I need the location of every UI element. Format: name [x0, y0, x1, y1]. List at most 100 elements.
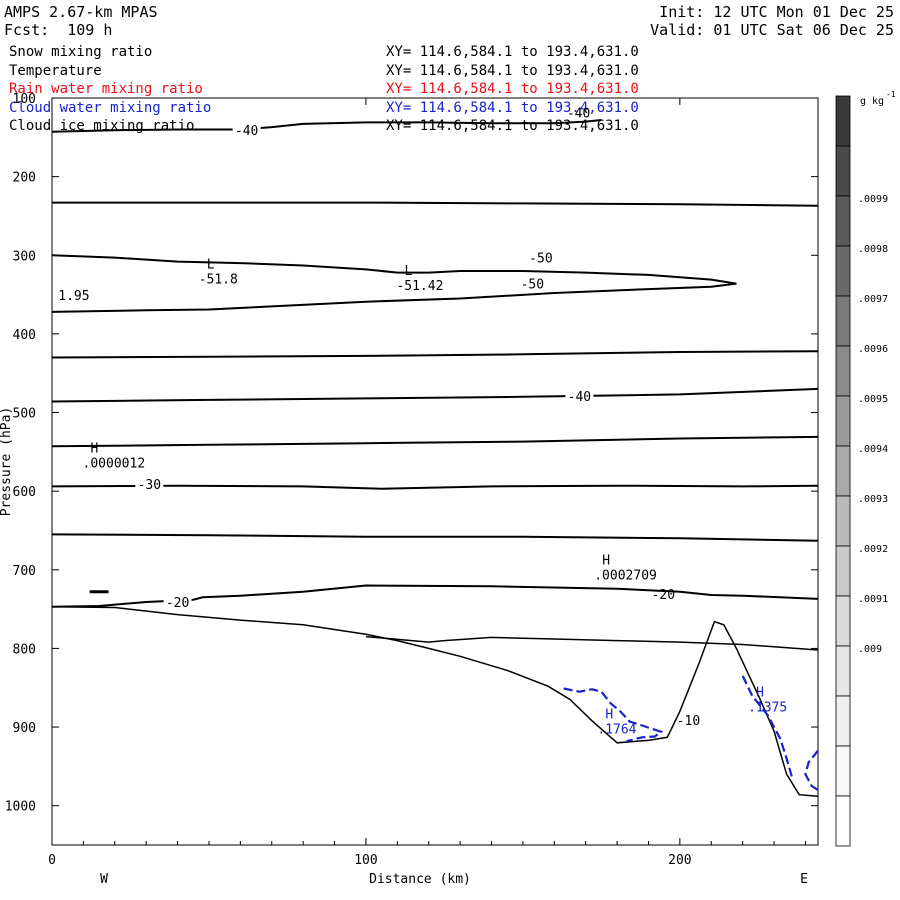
extremum-value: -51.42 [396, 279, 443, 294]
y-tick-label: 300 [13, 249, 36, 264]
layer-name: Rain water mixing ratio [9, 81, 203, 97]
y-tick-label: 700 [13, 564, 36, 579]
contour-label-bg [135, 476, 164, 491]
colorbar-segment [835, 145, 851, 197]
contour-edge-label: 1.95 [58, 289, 89, 304]
colorbar-segment [835, 795, 851, 847]
colorbar-label: .0097 [858, 294, 888, 305]
colorbar-segment [835, 245, 851, 297]
temperature-contour [51, 435, 819, 448]
layer-xy-range: XY= 114.6,584.1 to 193.4,631.0 [386, 81, 639, 97]
y-tick-label: 200 [13, 171, 36, 186]
forecast-hour: Fcst: 109 h [4, 21, 112, 39]
x-endpoint-west: W [100, 872, 108, 887]
colorbar-label: .009 [858, 644, 882, 655]
contour-label-bg [518, 276, 547, 291]
temperature-contour [52, 201, 819, 207]
forecast-value: 109 h [67, 21, 113, 39]
model-title: AMPS 2.67-km MPAS [4, 3, 158, 21]
contour-edge-label: -20 [652, 588, 675, 603]
colorbar-segment [835, 95, 851, 147]
colorbar-segment [835, 645, 851, 697]
temperature-contour [51, 584, 819, 608]
colorbar-segment [835, 395, 851, 447]
y-tick-label: 500 [13, 407, 36, 422]
contour-label: -40 [568, 390, 591, 405]
contour-label-bg [163, 594, 192, 609]
extremum-marker: H [756, 685, 764, 700]
terrain-secondary-line [365, 635, 819, 651]
temperature-contour [51, 254, 737, 313]
colorbar-segment [835, 695, 851, 747]
layer-xy-range: XY= 114.6,584.1 to 193.4,631.0 [386, 44, 639, 60]
colorbar-label: .0091 [858, 594, 888, 605]
layer-name: Snow mixing ratio [9, 44, 153, 60]
x-axis-label: Distance (km) [369, 872, 471, 887]
layer-xy-range: XY= 114.6,584.1 to 193.4,631.0 [386, 99, 639, 116]
x-tick-label: 200 [668, 853, 691, 868]
colorbar-unit-exponent: -1 [886, 90, 896, 99]
extremum-value: .0002709 [594, 568, 657, 583]
extremum-marker: H [91, 442, 99, 457]
contour-edge-label: -10 [677, 714, 700, 729]
contour-label: -40 [235, 124, 258, 139]
colorbar-label: .0094 [858, 444, 888, 455]
extremum-marker: H [605, 707, 613, 722]
forecast-label: Fcst: [4, 21, 50, 39]
temperature-contour [51, 533, 819, 542]
layer-name: Cloud water mixing ratio [9, 99, 212, 116]
contour-edge-label: -40 [567, 107, 590, 122]
extremum-value: .0000012 [83, 457, 146, 472]
x-tick-label: 100 [354, 853, 377, 868]
y-axis-label: Pressure (hPa) [0, 407, 14, 517]
colorbar-segment [835, 595, 851, 647]
colorbar-label: .0092 [858, 544, 888, 555]
colorbar-segment [835, 545, 851, 597]
extremum-value: .1375 [748, 700, 787, 715]
x-tick-label: 0 [48, 853, 56, 868]
y-tick-label: 800 [13, 642, 36, 657]
extremum-value: .1764 [597, 722, 636, 737]
extremum-marker: H [602, 553, 610, 568]
colorbar-segment [835, 745, 851, 797]
y-tick-label: 1000 [5, 800, 36, 815]
y-tick-label: 100 [13, 92, 36, 107]
colorbar-segment [835, 345, 851, 397]
cloud-water-contour [804, 749, 819, 791]
colorbar-segment [835, 295, 851, 347]
colorbar-label: .0098 [858, 244, 888, 255]
contour-label-bg [565, 388, 594, 403]
temperature-contour [51, 119, 602, 133]
colorbar-unit: g kg [860, 96, 884, 107]
temperature-contour [51, 350, 819, 359]
colorbar-label: .0095 [858, 394, 888, 405]
extremum-value: -51.8 [199, 273, 238, 288]
extremum-marker: L [207, 258, 215, 273]
colorbar-segment [835, 195, 851, 247]
cloud-water-contour [741, 675, 794, 781]
x-endpoint-east: E [800, 872, 808, 887]
contour-label: -50 [521, 277, 544, 292]
cloud-water-contour [563, 687, 664, 743]
colorbar-label: .0096 [858, 344, 888, 355]
colorbar-segment [835, 445, 851, 497]
contour-label: -30 [138, 478, 161, 493]
temperature-contour [51, 484, 819, 490]
valid-time: Valid: 01 UTC Sat 06 Dec 25 [650, 21, 894, 39]
layer-name: Temperature [9, 62, 102, 79]
plot-frame [51, 97, 819, 846]
layer-xy-range: XY= 114.6,584.1 to 193.4,631.0 [386, 62, 639, 79]
contour-label: -20 [166, 596, 189, 611]
y-tick-label: 900 [13, 721, 36, 736]
contour-label-bg [232, 123, 261, 138]
colorbar-label: .0099 [858, 194, 888, 205]
contour-edge-label: -50 [529, 251, 552, 266]
terrain-line [51, 605, 819, 797]
y-tick-label: 600 [13, 485, 36, 500]
init-time: Init: 12 UTC Mon 01 Dec 25 [659, 3, 894, 21]
colorbar-segment [835, 495, 851, 547]
temperature-contour [51, 387, 819, 403]
extremum-marker: L [404, 264, 412, 279]
y-tick-label: 400 [13, 328, 36, 343]
